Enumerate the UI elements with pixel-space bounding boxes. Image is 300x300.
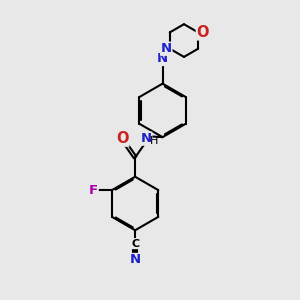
Text: H: H xyxy=(150,136,159,146)
Text: N: N xyxy=(157,52,168,65)
Text: N: N xyxy=(130,254,141,266)
Text: O: O xyxy=(196,25,209,40)
Text: C: C xyxy=(131,238,139,249)
Text: N: N xyxy=(161,42,172,55)
Text: F: F xyxy=(89,184,98,196)
Text: O: O xyxy=(116,131,129,146)
Text: N: N xyxy=(141,132,152,145)
